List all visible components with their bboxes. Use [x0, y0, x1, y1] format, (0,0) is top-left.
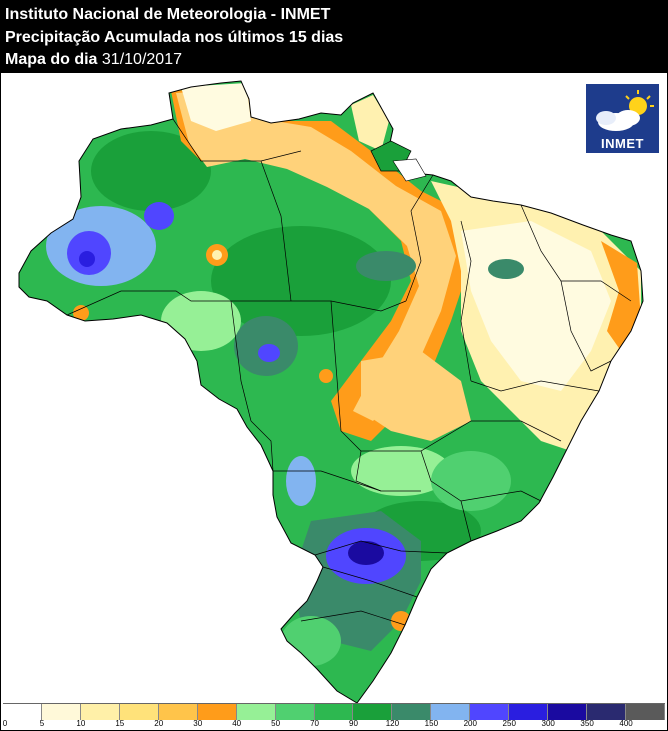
legend-swatch — [509, 704, 549, 720]
legend-tick-label: 120 — [385, 719, 400, 728]
legend-swatch — [80, 704, 120, 720]
legend-color-bar — [3, 703, 665, 720]
legend-swatch — [41, 704, 81, 720]
amapa-dry — [351, 95, 389, 151]
precipitation-legend: 0 5 10 15 20 30 40 50 70 90 120 150 200 250 300 350 400 — [1, 703, 667, 730]
legend-tick-label: 250 — [502, 719, 516, 728]
deep-blue-core-parana — [348, 541, 384, 565]
light-blue-area-ms — [286, 456, 316, 506]
legend-tick-label: 5 — [39, 719, 45, 728]
sun-cloud-icon — [596, 90, 654, 131]
legend-swatch — [197, 704, 237, 720]
map-date-value: 31/10/2017 — [101, 51, 182, 68]
orange-spot-sc — [391, 611, 411, 631]
blue-spot-amazonas — [144, 202, 174, 230]
legend-tick-label: 10 — [76, 719, 86, 728]
roraima-dry — [181, 83, 251, 131]
brazil-outline — [18, 80, 644, 703]
northeast-coast-orange — [601, 241, 641, 351]
yellow-core-spot-1 — [212, 250, 222, 260]
legend-swatch — [470, 704, 510, 720]
brazil-map-svg — [18, 80, 644, 703]
central-orange-wedge — [361, 351, 471, 441]
amazon-delta — [370, 140, 427, 182]
legend-tick-label: 70 — [310, 719, 319, 728]
light-green-area-acre-rondonia — [161, 291, 241, 351]
legend-swatch — [353, 704, 393, 720]
legend-swatch — [431, 704, 471, 720]
map-date-label: Mapa do dia — [5, 51, 102, 68]
legend-swatch — [3, 704, 42, 720]
legend-tick-label: 200 — [463, 719, 477, 728]
legend-swatch — [119, 704, 159, 720]
legend-swatch — [236, 704, 276, 720]
map-subtitle: Precipitação Acumulada nos últimos 15 di… — [5, 29, 344, 46]
teal-area-para — [356, 251, 416, 281]
legend-swatch — [626, 704, 665, 720]
precipitation-map — [1, 73, 667, 703]
legend-tick-label: 400 — [619, 719, 633, 728]
legend-swatch — [314, 704, 354, 720]
legend-swatch — [275, 704, 315, 720]
legend-tick-label: 30 — [193, 719, 203, 728]
institute-title: Instituto Nacional de Meteorologia - INM… — [5, 6, 331, 23]
orange-spot-3 — [319, 369, 333, 383]
map-date-line: Mapa do dia 31/10/2017 — [5, 50, 182, 70]
legend-tick-label: 50 — [271, 719, 281, 728]
dark-green-area-center — [211, 226, 391, 336]
light-green-area-goias — [351, 446, 451, 496]
dark-green-area-northwest — [91, 131, 211, 211]
orange-spot-2 — [73, 305, 89, 321]
legend-tick-label: 350 — [580, 719, 594, 728]
legend-tick-label: 150 — [424, 719, 439, 728]
precipitation-fields — [46, 83, 641, 666]
legend-tick-label: 300 — [541, 719, 555, 728]
legend-swatch — [548, 704, 588, 720]
legend-tick-label: 15 — [115, 719, 125, 728]
inmet-logo: INMET — [586, 84, 659, 153]
blue-spot-mato-grosso — [258, 344, 280, 362]
legend-tick-label: 20 — [154, 719, 164, 728]
legend-tick-labels: 0 5 10 15 20 30 40 50 70 90 120 150 200 250 300 350 400 — [1, 719, 667, 730]
teal-spot-maranhao — [488, 259, 524, 279]
legend-swatch — [587, 704, 626, 720]
legend-swatch — [392, 704, 432, 720]
mid-green-area-minas — [431, 451, 511, 511]
green-area-rs — [281, 616, 341, 666]
legend-tick-label: 40 — [232, 719, 242, 728]
deep-blue-core-amazonas — [79, 251, 95, 267]
legend-tick-label: 0 — [2, 719, 8, 728]
map-header: Instituto Nacional de Meteorologia - INM… — [1, 1, 667, 73]
legend-swatch — [158, 704, 198, 720]
legend-tick-label: 90 — [349, 719, 358, 728]
state-borders — [66, 118, 632, 626]
logo-text: INMET — [601, 136, 644, 151]
